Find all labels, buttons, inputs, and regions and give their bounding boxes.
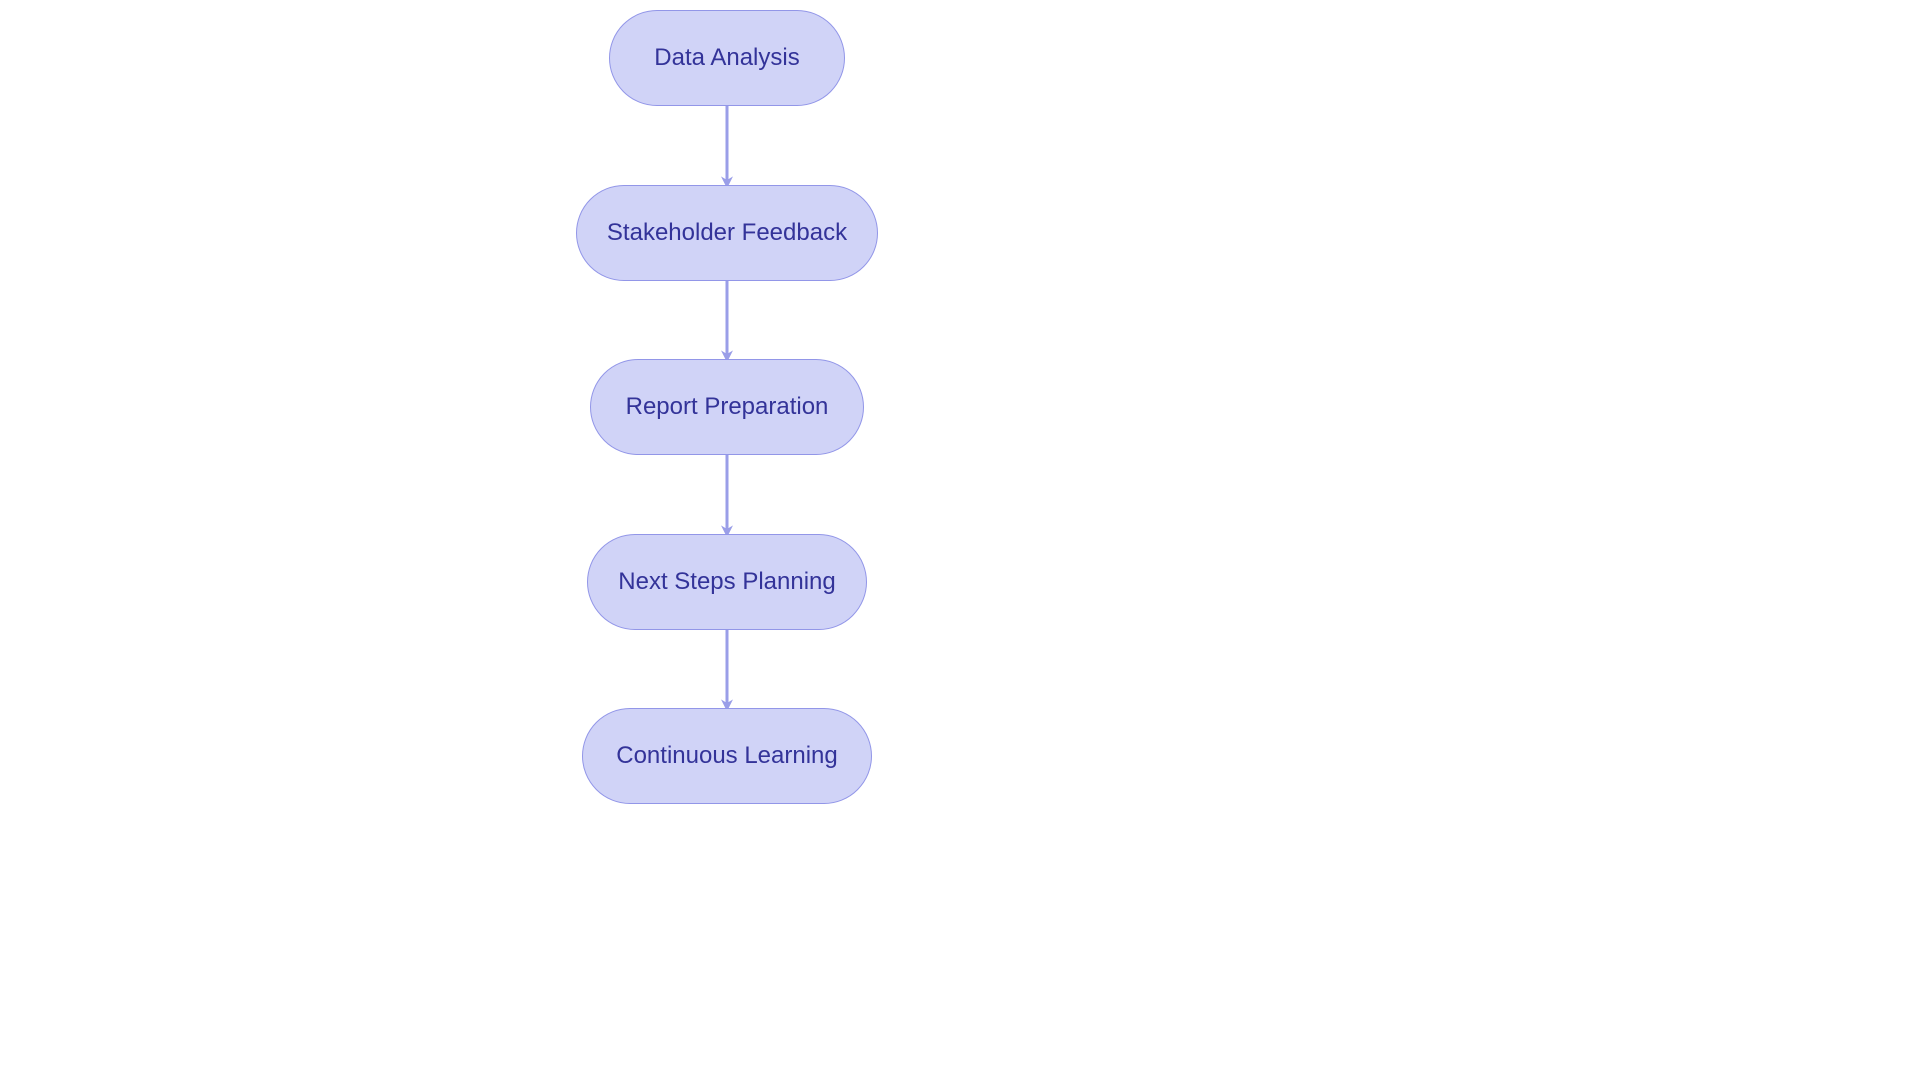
flowchart-node-n3: Report Preparation [590,359,864,455]
edges-layer [0,0,1920,1083]
flowchart-node-label: Continuous Learning [616,742,838,770]
flowchart-node-label: Report Preparation [626,393,829,421]
flowchart-node-label: Stakeholder Feedback [607,219,847,247]
flowchart-node-n1: Data Analysis [609,10,845,106]
flowchart-node-n4: Next Steps Planning [587,534,867,630]
flowchart-canvas: Data Analysis Stakeholder Feedback Report … [0,0,1920,1083]
flowchart-node-label: Data Analysis [654,44,799,72]
flowchart-node-n2: Stakeholder Feedback [576,185,878,281]
flowchart-node-n5: Continuous Learning [582,708,872,804]
flowchart-node-label: Next Steps Planning [618,568,835,596]
